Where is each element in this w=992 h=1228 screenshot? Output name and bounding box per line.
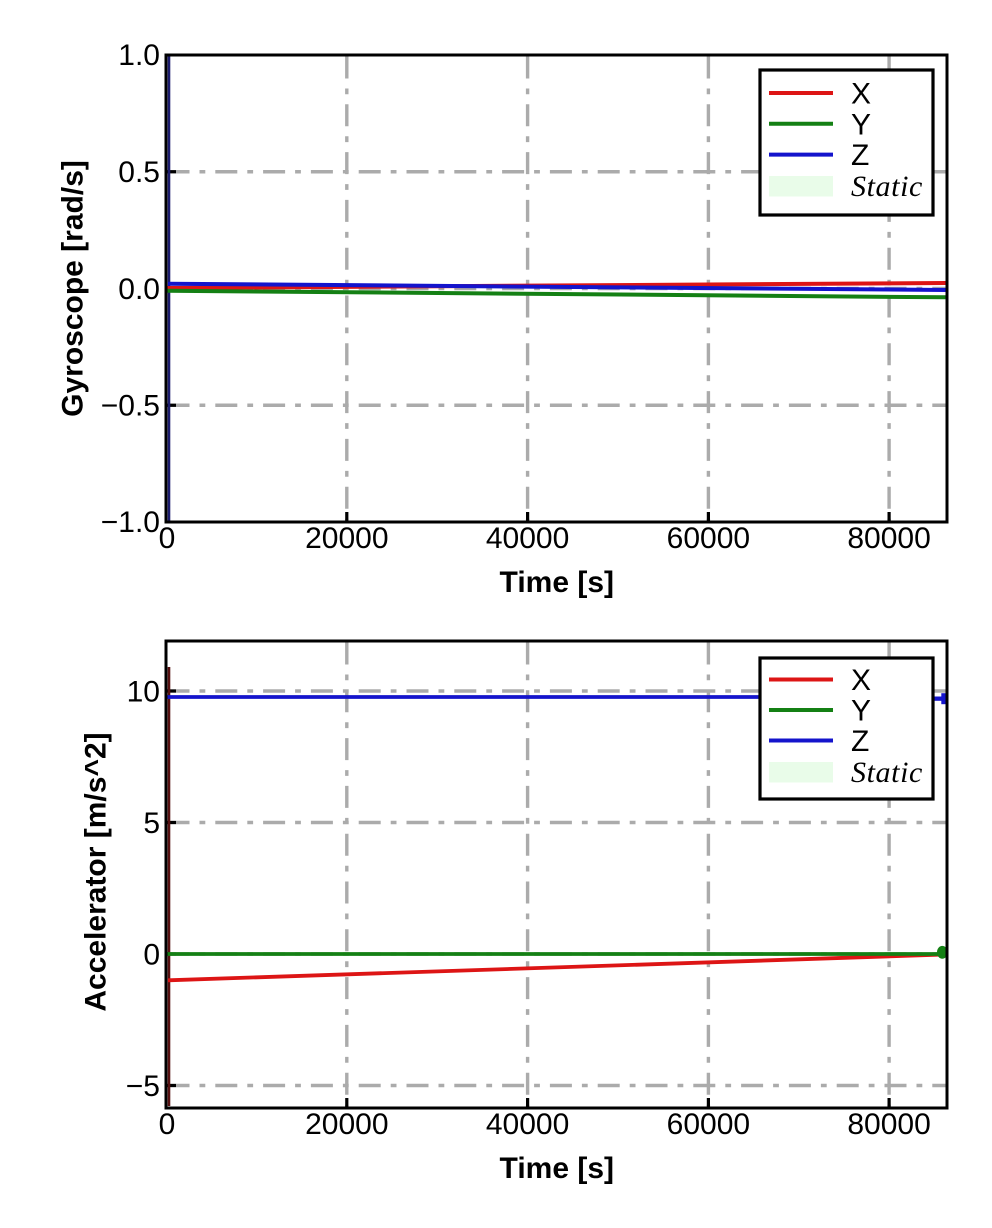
svg-text:0: 0 <box>159 1108 176 1141</box>
svg-text:Gyroscope [rad/s]: Gyroscope [rad/s] <box>57 160 90 417</box>
svg-text:Time [s]: Time [s] <box>500 1152 614 1185</box>
svg-text:Accelerator [m/s^2]: Accelerator [m/s^2] <box>80 732 113 1011</box>
svg-text:−1.0: −1.0 <box>101 506 160 539</box>
svg-text:80000: 80000 <box>847 522 930 555</box>
svg-text:0: 0 <box>159 522 176 555</box>
svg-text:X: X <box>851 664 871 697</box>
svg-text:−0.5: −0.5 <box>101 390 160 423</box>
svg-text:5: 5 <box>143 807 160 840</box>
svg-text:Static: Static <box>851 756 923 789</box>
svg-text:40000: 40000 <box>486 522 569 555</box>
svg-text:−5: −5 <box>126 1070 160 1103</box>
svg-text:20000: 20000 <box>305 522 388 555</box>
svg-text:1.0: 1.0 <box>118 39 160 72</box>
svg-text:Y: Y <box>851 108 871 141</box>
svg-text:20000: 20000 <box>305 1108 388 1141</box>
svg-text:0.5: 0.5 <box>118 156 160 189</box>
svg-text:Y: Y <box>851 695 871 728</box>
svg-text:60000: 60000 <box>667 522 750 555</box>
svg-text:X: X <box>851 78 871 111</box>
svg-text:40000: 40000 <box>486 1108 569 1141</box>
svg-text:Z: Z <box>851 139 869 172</box>
svg-text:80000: 80000 <box>847 1108 930 1141</box>
svg-text:60000: 60000 <box>667 1108 750 1141</box>
svg-text:0: 0 <box>143 939 160 972</box>
svg-text:Time [s]: Time [s] <box>500 566 614 599</box>
svg-text:10: 10 <box>127 676 160 709</box>
svg-text:Static: Static <box>851 170 923 203</box>
svg-text:0.0: 0.0 <box>118 273 160 306</box>
svg-text:Z: Z <box>851 725 869 758</box>
